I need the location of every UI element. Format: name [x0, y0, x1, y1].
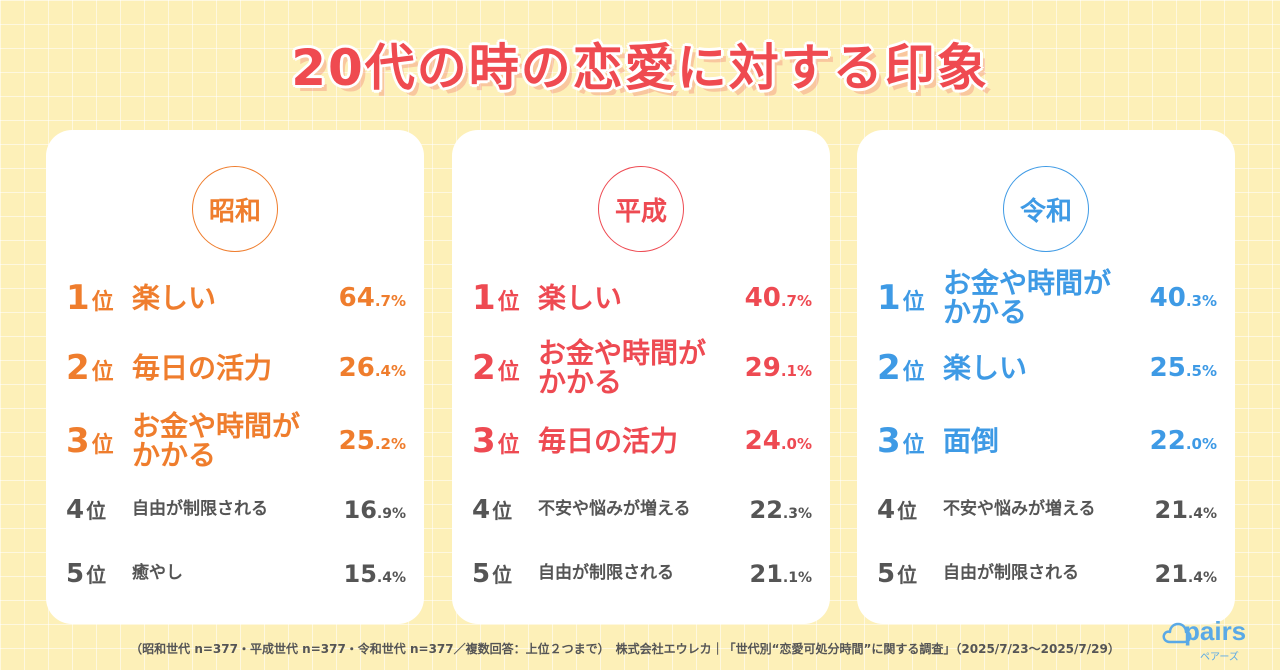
rank-percent: 26.4%: [338, 353, 406, 383]
rank-percent: 40.3%: [1149, 283, 1217, 313]
rank-row: 2位 楽しい 25.5%: [857, 345, 1235, 391]
logo-subtext: ペアーズ: [1200, 652, 1239, 663]
rank-number: 2位: [66, 348, 114, 388]
cloud-icon: [1162, 622, 1192, 644]
rank-label: 楽しい: [943, 351, 1028, 385]
logo-wordmark: pairs: [1184, 616, 1247, 646]
rank-row: 1位 お金や時間がかかる 40.3%: [857, 268, 1235, 327]
rank-label: 毎日の活力: [538, 424, 679, 458]
rank-row: 1位 楽しい 40.7%: [452, 275, 830, 321]
rank-label: 癒やし: [132, 563, 183, 584]
rank-percent: 16.9%: [343, 496, 407, 524]
rank-label: 毎日の活力: [132, 351, 273, 385]
rank-number: 1位: [66, 278, 114, 318]
rank-row: 2位 毎日の活力 26.4%: [46, 345, 424, 391]
era-badge: 平成: [598, 166, 684, 252]
rank-number: 2位: [877, 348, 925, 388]
era-badge: 令和: [1003, 166, 1089, 252]
card-reiwa: 令和 1位 お金や時間がかかる 40.3% 2位 楽しい 25.5% 3位 面倒…: [857, 130, 1235, 624]
card-heisei: 平成 1位 楽しい 40.7% 2位 お金や時間がかかる 29.1% 3位 毎日…: [452, 130, 830, 624]
rank-label: お金や時間がかかる: [943, 266, 1112, 329]
rank-number: 1位: [877, 278, 925, 318]
rank-row: 1位 楽しい 64.7%: [46, 275, 424, 321]
rank-label: 面倒: [943, 424, 1000, 458]
rank-percent: 21.4%: [1154, 496, 1218, 524]
rank-percent: 25.2%: [338, 426, 406, 456]
rank-label: お金や時間がかかる: [538, 336, 707, 399]
rank-percent: 21.1%: [749, 560, 813, 588]
era-badge: 昭和: [192, 166, 278, 252]
pairs-logo: pairs ペアーズ: [1160, 610, 1270, 666]
rank-number: 2位: [472, 348, 520, 388]
rank-label: 自由が制限される: [132, 499, 268, 520]
rank-number: 3位: [472, 421, 520, 461]
rank-label: 楽しい: [538, 281, 623, 315]
page-title: 20代の時の恋愛に対する印象: [291, 39, 989, 97]
rank-percent: 21.4%: [1154, 560, 1218, 588]
rank-number: 1位: [472, 278, 520, 318]
rank-row: 3位 毎日の活力 24.0%: [452, 418, 830, 464]
rank-percent: 25.5%: [1149, 353, 1217, 383]
rank-row: 3位 面倒 22.0%: [857, 418, 1235, 464]
rank-row: 3位 お金や時間がかかる 25.2%: [46, 411, 424, 470]
rank-percent: 64.7%: [338, 283, 406, 313]
rank-percent: 40.7%: [744, 283, 812, 313]
rank-number: 3位: [877, 421, 925, 461]
rank-percent: 24.0%: [744, 426, 812, 456]
survey-footnote: （昭和世代 n=377・平成世代 n=377・令和世代 n=377／複数回答：上…: [130, 642, 1120, 656]
card-showa: 昭和 1位 楽しい 64.7% 2位 毎日の活力 26.4% 3位 お金や時間が…: [46, 130, 424, 624]
rank-percent: 15.4%: [343, 560, 407, 588]
rank-label: 自由が制限される: [943, 563, 1079, 584]
rank-percent: 22.3%: [749, 496, 813, 524]
rank-label: 不安や悩みが増える: [538, 499, 691, 520]
rank-label: 楽しい: [132, 281, 217, 315]
rank-percent: 22.0%: [1149, 426, 1217, 456]
rank-label: 不安や悩みが増える: [943, 499, 1096, 520]
rank-label: お金や時間がかかる: [132, 409, 301, 472]
rank-row: 2位 お金や時間がかかる 29.1%: [452, 338, 830, 397]
rank-label: 自由が制限される: [538, 563, 674, 584]
rank-percent: 29.1%: [744, 353, 812, 383]
rank-number: 3位: [66, 421, 114, 461]
